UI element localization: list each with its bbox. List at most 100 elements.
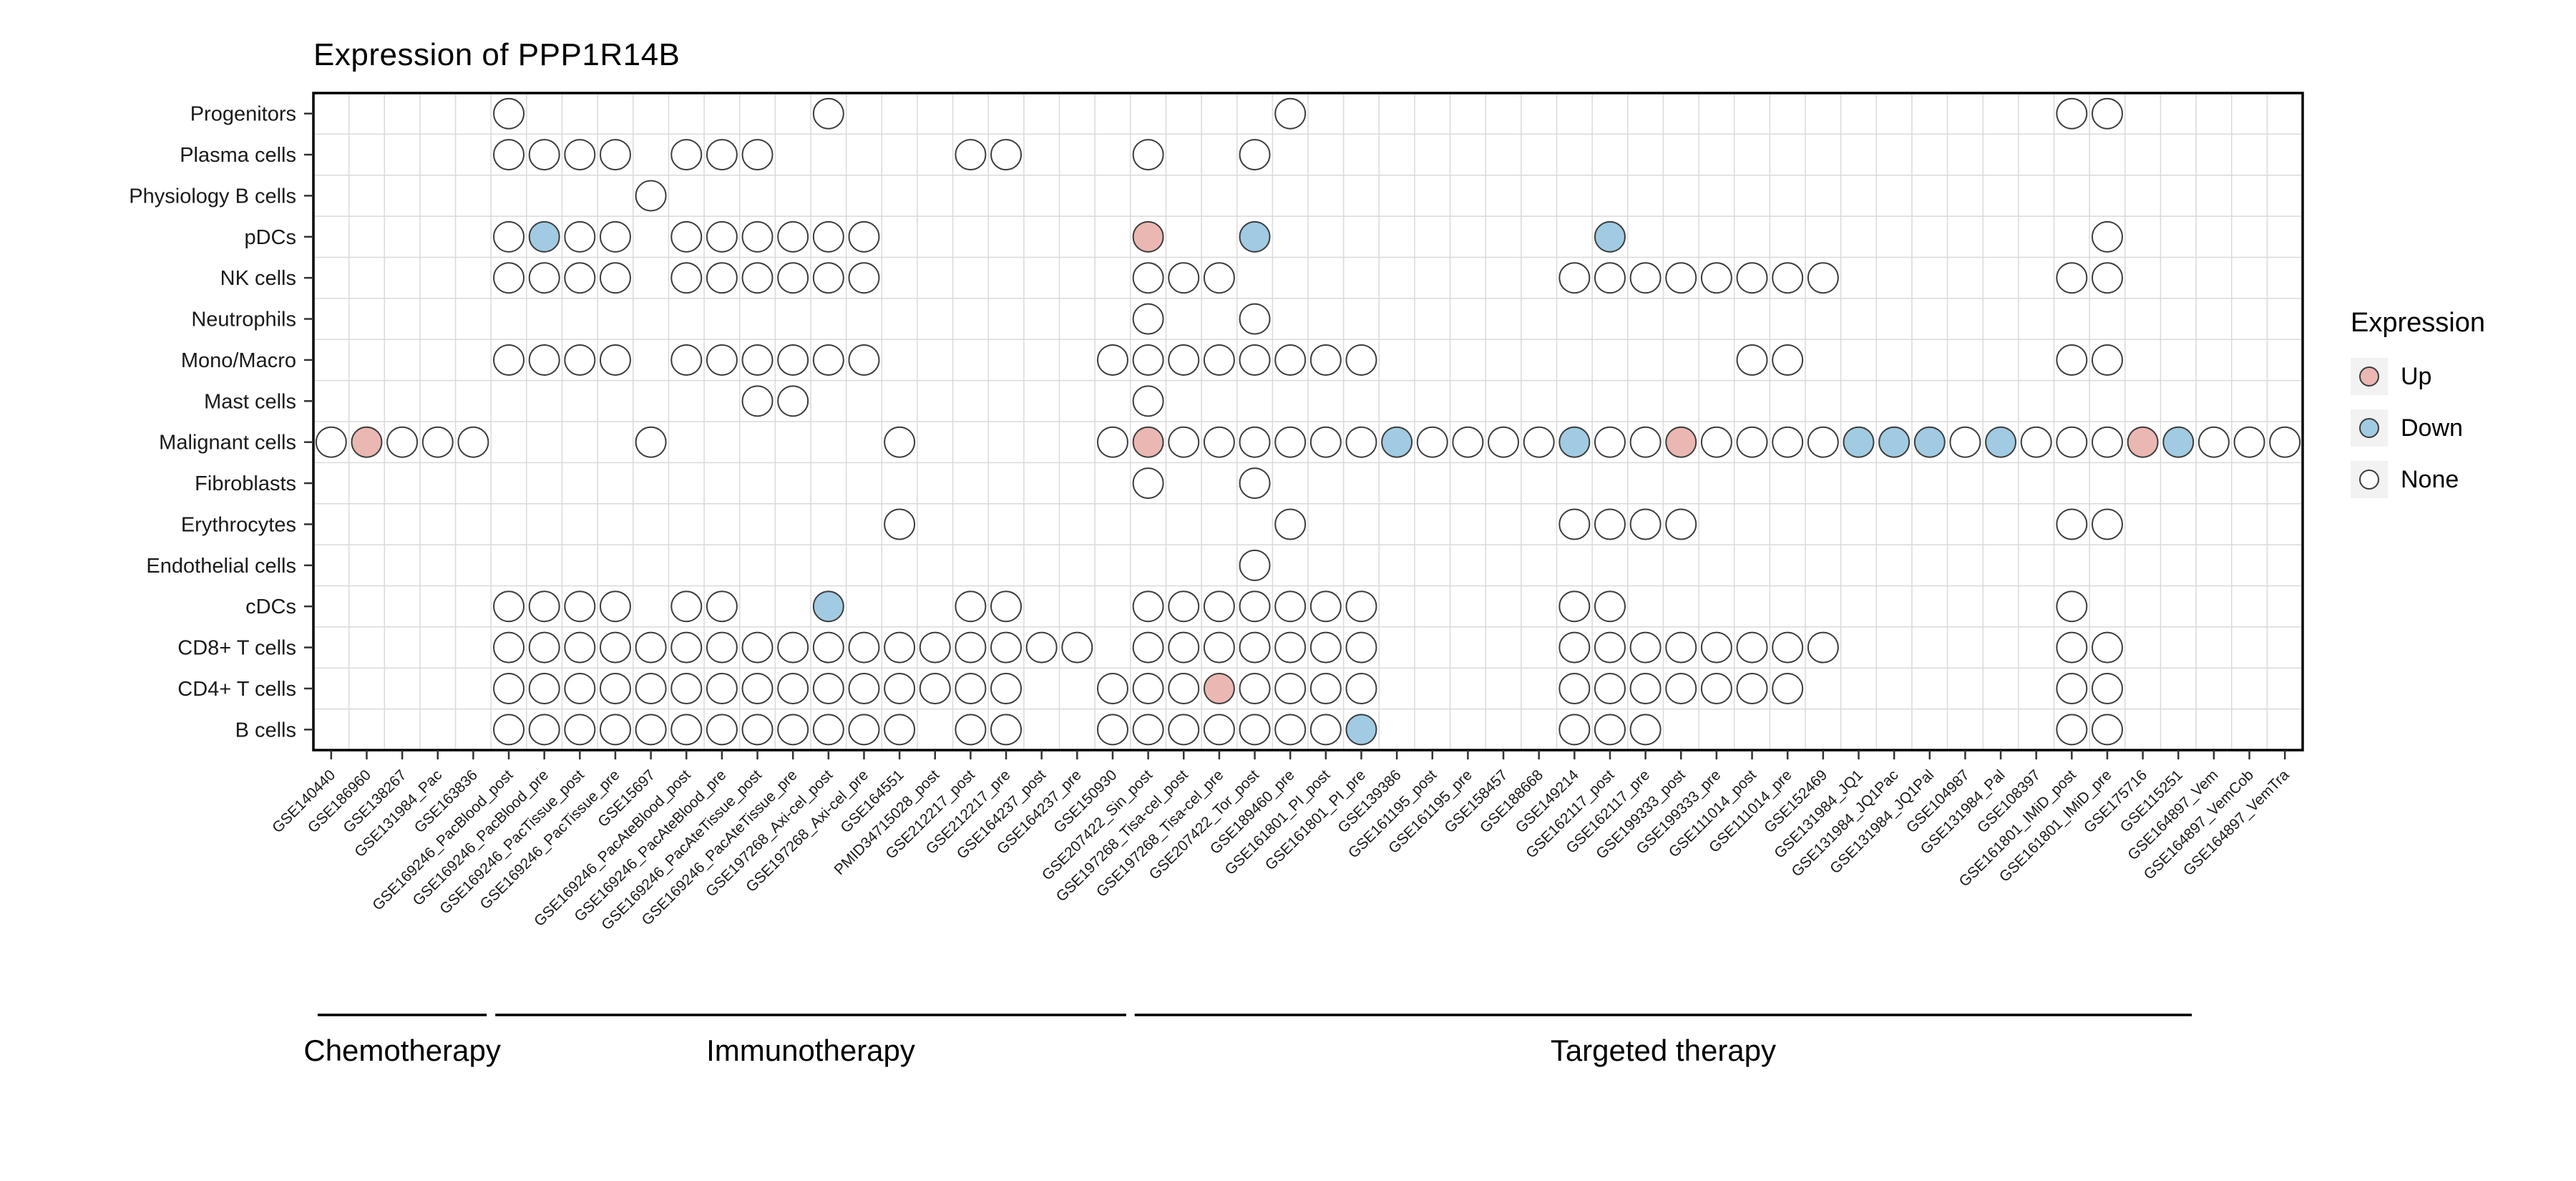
dot-none — [564, 139, 596, 171]
dot-none — [848, 344, 880, 376]
dot-none — [670, 344, 703, 376]
dot-none — [706, 344, 738, 376]
dot-none — [2091, 672, 2123, 704]
dot-none — [1132, 714, 1164, 746]
dot-down — [1345, 714, 1377, 746]
dot-none — [1416, 426, 1448, 458]
dot-none — [706, 714, 738, 746]
dot-none — [599, 344, 631, 376]
dot-none — [1309, 672, 1342, 704]
dot-none — [635, 180, 667, 212]
dot-none — [848, 262, 880, 294]
dot-none — [1558, 672, 1591, 704]
dot-none — [1239, 467, 1271, 500]
row-label: Fibroblasts — [195, 472, 296, 495]
dot-none — [1168, 590, 1200, 623]
dot-down — [1985, 426, 2017, 458]
dot-none — [1239, 590, 1271, 623]
dot-none — [1700, 426, 1732, 458]
dot-none — [1309, 426, 1342, 458]
row-label: NK cells — [220, 267, 296, 290]
dot-none — [777, 714, 809, 746]
dot-none — [812, 631, 844, 664]
dot-none — [493, 672, 525, 704]
dot-none — [670, 139, 703, 171]
dot-none — [1132, 590, 1164, 623]
dot-none — [1629, 672, 1662, 704]
dot-none — [741, 672, 774, 704]
dot-up — [1203, 672, 1235, 704]
dot-none — [848, 714, 880, 746]
dot-none — [1239, 631, 1271, 664]
dot-none — [848, 672, 880, 704]
dot-none — [670, 590, 703, 623]
legend: Expression Up Down None — [2351, 308, 2565, 512]
dot-none — [493, 262, 525, 294]
dot-none — [1309, 344, 1342, 376]
dot-none — [1345, 590, 1377, 623]
dot-none — [1203, 262, 1235, 294]
legend-key — [2351, 461, 2388, 498]
dot-none — [706, 590, 738, 623]
dot-none — [2091, 631, 2123, 664]
legend-title: Expression — [2351, 308, 2485, 338]
dot-none — [1132, 303, 1164, 335]
dot-none — [528, 631, 560, 664]
dot-none — [741, 139, 774, 171]
dot-none — [1665, 631, 1697, 664]
dot-none — [1132, 262, 1164, 294]
dot-none — [1807, 262, 1839, 294]
dot-none — [812, 714, 844, 746]
dot-none — [599, 672, 631, 704]
dot-none — [599, 262, 631, 294]
legend-key — [2351, 409, 2388, 447]
dot-none — [706, 220, 738, 253]
dot-down — [528, 220, 560, 253]
dot-up — [1132, 426, 1164, 458]
dot-none — [812, 344, 844, 376]
row-label: Mast cells — [204, 390, 296, 413]
dot-none — [1203, 426, 1235, 458]
dot-none — [1700, 262, 1732, 294]
dot-none — [2197, 426, 2230, 458]
dot-none — [706, 139, 738, 171]
row-label: Physiology B cells — [129, 185, 296, 208]
dot-none — [1309, 714, 1342, 746]
dot-none — [848, 220, 880, 253]
dot-none — [1168, 426, 1200, 458]
legend-item-up: Up — [2351, 357, 2565, 396]
dot-none — [564, 590, 596, 623]
dot-none — [1239, 672, 1271, 704]
row-label: Neutrophils — [191, 308, 296, 331]
legend-label-down: Down — [2401, 414, 2463, 442]
legend-key — [2351, 358, 2388, 395]
dot-none — [2056, 344, 2088, 376]
dot-none — [1096, 672, 1128, 704]
dot-none — [990, 590, 1023, 623]
dot-none — [2091, 220, 2123, 253]
dot-down — [1878, 426, 1911, 458]
dot-down — [812, 590, 844, 623]
dot-none — [1594, 631, 1626, 664]
dot-down — [1558, 426, 1591, 458]
dot-up — [2127, 426, 2159, 458]
legend-item-none: None — [2351, 460, 2565, 499]
dot-none — [1274, 590, 1307, 623]
row-label: CD8+ T cells — [177, 637, 296, 660]
dot-none — [741, 262, 774, 294]
dot-none — [1132, 467, 1164, 500]
dot-none — [706, 631, 738, 664]
dot-none — [777, 262, 809, 294]
dot-none — [1132, 344, 1164, 376]
dot-none — [670, 631, 703, 664]
dot-none — [1558, 631, 1591, 664]
dot-none — [1558, 262, 1591, 294]
dot-none — [457, 426, 489, 458]
dot-none — [884, 508, 916, 540]
dot-none — [1629, 262, 1662, 294]
dot-none — [884, 714, 916, 746]
dot-none — [2269, 426, 2301, 458]
dot-none — [1736, 672, 1768, 704]
dot-none — [2091, 714, 2123, 746]
